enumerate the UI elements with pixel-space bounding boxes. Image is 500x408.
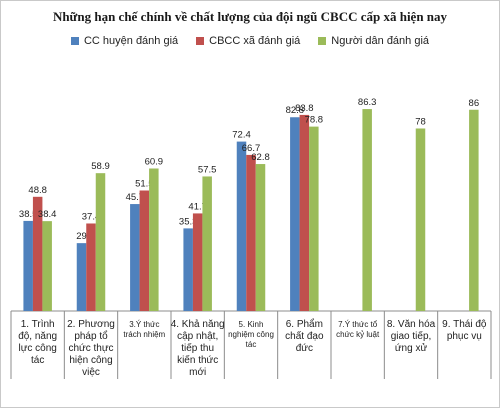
x-tick-label: 9. Thái độ phục vụ: [442, 319, 487, 342]
data-label: 58.9: [91, 161, 110, 172]
data-label: 72.4: [232, 130, 251, 141]
data-label: 82.8: [286, 105, 305, 116]
x-tick-label: 6. Phẩm chất đạo đức: [285, 318, 324, 354]
data-label: 60.9: [145, 156, 164, 167]
chart-title: Những hạn chế chính về chất lượng của độ…: [52, 9, 448, 24]
bar: [290, 117, 300, 311]
data-label: 35.3: [179, 216, 198, 227]
bar: [149, 168, 159, 311]
bar: [255, 164, 266, 311]
bar: [23, 220, 33, 311]
bar: [246, 154, 256, 311]
data-label: 38.5: [19, 209, 38, 220]
data-label: 29: [76, 231, 87, 242]
bar: [415, 128, 426, 311]
bar: [130, 204, 140, 311]
bar: [32, 196, 43, 311]
bar: [299, 114, 310, 312]
data-label: 57.5: [198, 164, 217, 175]
data-label: 86.3: [358, 97, 377, 108]
legend-label-nguoi-dan: Người dân đánh giá: [331, 35, 430, 47]
legend: CC huyện đánh giá CBCC xã đánh giá Người…: [1, 35, 499, 47]
legend-item-cc-huyen: CC huyện đánh giá: [70, 35, 179, 47]
legend-swatch-cbcc-xa: [196, 37, 205, 45]
bar: [86, 223, 96, 311]
legend-label-cbcc-xa: CBCC xã đánh giá: [209, 35, 301, 47]
data-label: 66.7: [242, 143, 261, 154]
legend-label-cc-huyen: CC huyện đánh giá: [83, 35, 179, 47]
data-label: 48.8: [28, 185, 47, 196]
data-label: 37.4: [82, 211, 101, 222]
bar: [95, 173, 106, 311]
data-label: 51.5: [135, 178, 154, 189]
bar: [309, 126, 319, 311]
bar: [236, 141, 247, 311]
data-label: 38.4: [38, 209, 57, 220]
bar: [192, 213, 203, 311]
bar: [76, 243, 87, 311]
x-tick-label: 7.Ý thức tổ chức kỷ luật: [336, 320, 380, 339]
data-label: 86: [469, 98, 480, 109]
legend-swatch-cc-huyen: [70, 37, 79, 45]
x-tick-label: 2. Phương pháp tổ chức thực hiện công việc: [67, 319, 115, 378]
data-label: 78.8: [305, 115, 324, 126]
data-label: 83.8: [295, 103, 314, 114]
legend-swatch-nguoi-dan: [318, 37, 327, 45]
data-label: 41.7: [188, 201, 207, 212]
legend-item-cbcc-xa: CBCC xã đánh giá: [196, 35, 300, 47]
bar: [202, 176, 212, 311]
x-tick-label: 5. Kinh nghiệm công tác: [228, 320, 274, 349]
legend-item-nguoi-dan: Người dân đánh giá: [318, 35, 429, 47]
bar: [362, 109, 372, 311]
bar: [139, 190, 150, 311]
x-tick-label: 8. Văn hóa giao tiếp, ứng xử: [387, 319, 436, 354]
x-tick-label: 3.Ý thức trách nhiệm: [123, 320, 165, 339]
bar: [469, 109, 479, 311]
bar: [42, 221, 52, 311]
x-tick-label: 1. Trình độ, năng lực công tác: [18, 319, 57, 366]
data-label: 62.8: [251, 152, 270, 163]
data-label: 45.7: [126, 192, 145, 203]
x-tick-label: 4. Khả năng cập nhật, tiếp thu kiến thức mới: [171, 319, 225, 378]
bar: [183, 228, 193, 311]
data-label: 78: [415, 116, 426, 127]
